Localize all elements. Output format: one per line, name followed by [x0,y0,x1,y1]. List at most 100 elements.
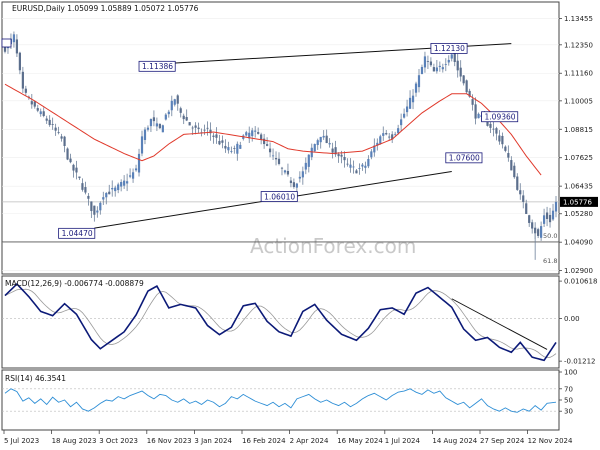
candle-body [340,154,343,157]
fib-label: 50.0 [543,232,557,240]
rsi-y-tick-label: 30 [564,408,573,416]
candle-body [260,134,263,140]
x-tick-label: 3 Jan 2024 [194,437,232,445]
candle-body [51,124,54,126]
level-label: 1.09360 [481,111,519,123]
candle-body [179,108,182,113]
candle-body [358,168,361,169]
level-label-box [430,42,468,54]
candle-body [411,95,415,103]
candle-body [364,165,367,168]
candle-body [24,88,27,93]
level-label: 1.04470 [58,227,96,239]
candle-body [498,135,501,142]
level-label-text: 1.09360 [485,113,516,122]
candle-body [21,71,24,89]
price-y-tick-label: 1.12350 [564,41,593,49]
candle-body [468,90,471,97]
candle-body [111,188,114,190]
candle-body [489,123,492,128]
price-y-axis: 1.13455 1.12350 1.11160 1.10005 1.08815 1.076… [559,15,598,275]
candle-body [176,95,179,104]
x-tick-label: 12 Nov 2024 [528,437,573,445]
candle-body [376,142,379,146]
candle-body [519,190,522,195]
price-header: EURUSD,Daily 1.05099 1.05889 1.05072 1.0… [12,4,199,13]
level-label-box [445,152,483,164]
candle-body [173,99,176,105]
x-tick-label: 16 Nov 2023 [147,437,192,445]
level-label-box [138,60,176,72]
candle-body [230,151,233,152]
candle-body [528,215,531,223]
macd-y-tick-label: -0.01212 [564,358,595,366]
candle-body [78,176,81,179]
macd-y-axis: 0.010618 0.00 -0.01212 [559,278,597,366]
level-label-text: 1.06010 [264,192,295,201]
candle-body [432,67,435,72]
candle-body [236,143,239,154]
candle-body [3,45,7,52]
candle-body [551,210,555,220]
candle-body [137,153,141,173]
x-tick-label: 14 Aug 2024 [432,437,477,445]
candle-body [33,101,36,107]
candle-body [349,164,352,168]
price-panel: ActionForex.com 50.0 61.8 1.11386 1.12130 1.… [1,1,598,275]
price-content: 50.0 61.8 1.11386 1.12130 1.09360 1.07600 1.06… [1,31,559,265]
candle-body [245,132,248,136]
candle-body [45,118,48,121]
candle-body [274,158,278,160]
macd-header: MACD(12,26,9) -0.006774 -0.008879 [5,279,144,288]
candle-body [57,132,60,134]
candle-body [265,144,269,146]
candle-body [322,135,325,138]
candle-body [474,104,477,119]
candle-body [283,170,287,173]
rsi-y-tick-label: 70 [564,385,573,393]
candle-body [182,115,185,120]
candle-body [554,201,558,212]
macd-y-tick-label: 0.010618 [564,278,597,286]
candle-body [66,148,69,160]
candle-body [444,64,447,65]
x-tick-label: 5 Jul 2023 [4,437,39,445]
candle-body [397,128,400,134]
candle-body [39,111,42,115]
candle-body [420,66,424,75]
candle-body [280,167,284,169]
candle-body [542,215,546,224]
candle-body [126,181,129,184]
price-watermark: ActionForex.com [250,234,416,258]
candle-body [42,111,45,116]
candle-body [224,145,227,149]
x-tick-label: 2 Apr 2024 [290,437,329,445]
candle-body [263,138,266,145]
x-tick-label: 27 Sep 2024 [480,437,525,445]
current-price-label: 1.05776 [563,198,592,206]
candle-body [289,180,293,184]
candle-body [385,133,388,135]
level-label: 1.12130 [430,42,468,54]
candle-body [334,147,337,155]
candle-body [114,187,117,192]
candle-body [140,136,144,154]
candle-body [99,202,102,211]
candle-body [310,147,313,158]
candle-body [414,83,418,93]
candle-body [277,158,281,164]
candle-body [209,129,212,134]
candle-body [423,56,427,68]
candle-body [108,191,111,195]
candle-body [72,164,75,171]
candle-body [123,180,126,186]
rsi-y-tick-label: 100 [564,369,577,377]
candle-body [477,113,480,119]
candle-body [167,111,170,115]
candle-body [161,125,164,133]
candle-body [268,148,272,153]
candle-body [203,129,206,131]
candle-body [429,61,433,66]
candle-body [513,165,516,178]
